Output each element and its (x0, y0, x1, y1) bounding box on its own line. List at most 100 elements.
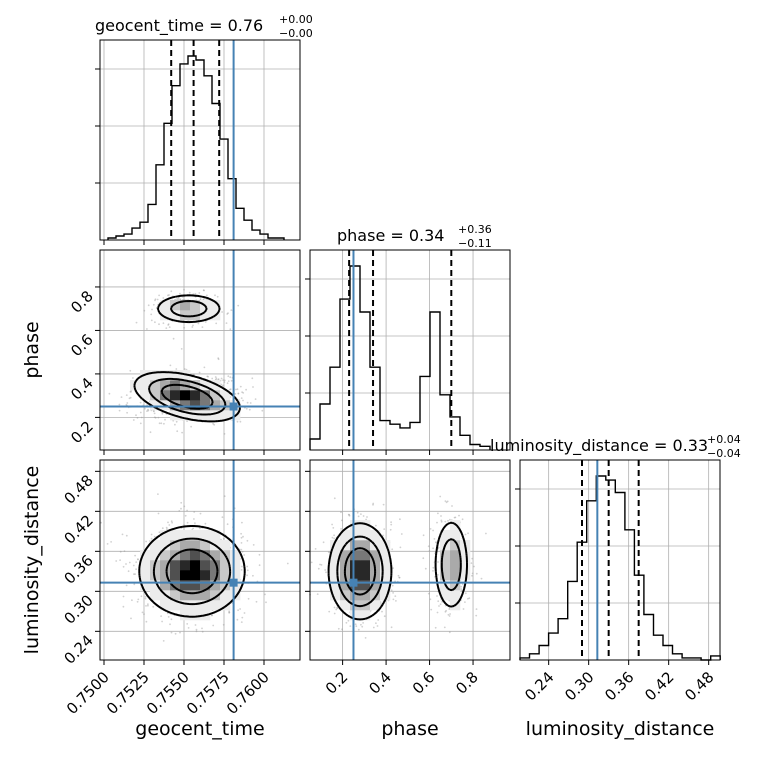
scatter-point (258, 553, 261, 556)
scatter-point (199, 527, 201, 530)
density-cell (170, 570, 181, 581)
tick-label-y-phase: 0.4 (67, 374, 97, 404)
truth-marker (229, 402, 238, 411)
density-cell (190, 540, 201, 551)
scatter-point (432, 529, 434, 532)
scatter-point (248, 408, 251, 411)
scatter-point (204, 321, 207, 323)
scatter-point (187, 627, 190, 629)
scatter-point (115, 560, 118, 562)
scatter-point (381, 610, 383, 613)
scatter-point (444, 610, 447, 613)
scatter-point (447, 613, 450, 616)
density-cell (200, 550, 211, 561)
scatter-point (239, 608, 242, 610)
density-cell (190, 560, 201, 571)
scatter-point (245, 388, 248, 391)
scatter-point (157, 512, 160, 515)
scatter-point (222, 537, 225, 540)
density-cell (160, 300, 171, 311)
scatter-point (146, 328, 148, 330)
scatter-point (122, 565, 125, 568)
density-cell (210, 560, 221, 571)
scatter-point (221, 516, 224, 519)
density-cell (180, 400, 191, 411)
scatter-point (106, 543, 109, 545)
scatter-point (145, 620, 148, 623)
scatter-point (382, 503, 385, 506)
density-cell (210, 590, 221, 601)
scatter-point (186, 420, 189, 422)
scatter-point (322, 541, 325, 544)
tick-label-x-phase: 0.6 (409, 668, 439, 698)
scatter-point (160, 615, 163, 617)
contour-level-1 (327, 521, 468, 621)
scatter-point (400, 533, 403, 535)
panel-frame (99, 459, 301, 661)
scatter-point (357, 515, 360, 518)
density-cell (180, 600, 191, 611)
density-cell (170, 400, 181, 411)
scatter-point (333, 537, 336, 540)
scatter-point (345, 621, 348, 624)
scatter-point (132, 419, 135, 421)
scatter-point (236, 618, 239, 621)
scatter-point (445, 609, 447, 612)
scatter-point (171, 521, 174, 524)
scatter-point (435, 541, 437, 543)
scatter-point (380, 602, 382, 605)
scatter-point (136, 600, 139, 603)
scatter-point (172, 337, 175, 340)
scatter-point (392, 567, 394, 569)
scatter-point (140, 416, 143, 419)
scatter-point (239, 420, 242, 423)
scatter-point (183, 326, 186, 329)
density-cell (220, 600, 231, 611)
scatter-point (215, 322, 218, 325)
density-cell (440, 550, 451, 561)
scatter-point (439, 603, 442, 606)
scatter-point (125, 534, 128, 537)
scatter-point (167, 616, 170, 618)
density-cell (190, 390, 201, 401)
scatter-point (164, 418, 166, 421)
density-cell (220, 540, 231, 551)
scatter-point (333, 497, 336, 500)
scatter-point (428, 550, 431, 552)
scatter-point (128, 397, 131, 400)
scatter-point (460, 589, 463, 592)
density-cell (210, 600, 221, 611)
tick-label-y-luminosity_distance: 0.48 (60, 471, 96, 507)
density-cell (180, 300, 191, 311)
density-cell (150, 400, 161, 411)
scatter-point (236, 420, 239, 423)
scatter-point (445, 501, 448, 504)
scatter-point (207, 375, 210, 378)
density-cell (330, 580, 341, 591)
scatter-point (228, 610, 231, 613)
density-cell (140, 380, 151, 391)
scatter-point (320, 564, 323, 566)
scatter-point (242, 399, 244, 402)
scatter-point (246, 569, 249, 572)
histogram-luminosity_distance (519, 475, 721, 661)
title-phase: phase = 0.34 (337, 226, 444, 245)
panel-hist-phase (305, 249, 511, 455)
scatter-point (167, 294, 169, 297)
density-cell (210, 300, 221, 311)
scatter-point (347, 619, 350, 622)
scatter-point (460, 585, 462, 588)
scatter-point (437, 546, 440, 549)
scatter-point (150, 533, 153, 536)
scatter-point (162, 322, 165, 325)
density-cell (160, 570, 171, 581)
scatter-point (226, 382, 229, 385)
scatter-point (201, 630, 204, 633)
density-cell (200, 400, 211, 411)
density-cell (380, 570, 391, 581)
scatter-point (220, 383, 223, 386)
scatter-point (237, 392, 240, 395)
scatter-point (389, 528, 392, 531)
density-cell (360, 540, 371, 551)
